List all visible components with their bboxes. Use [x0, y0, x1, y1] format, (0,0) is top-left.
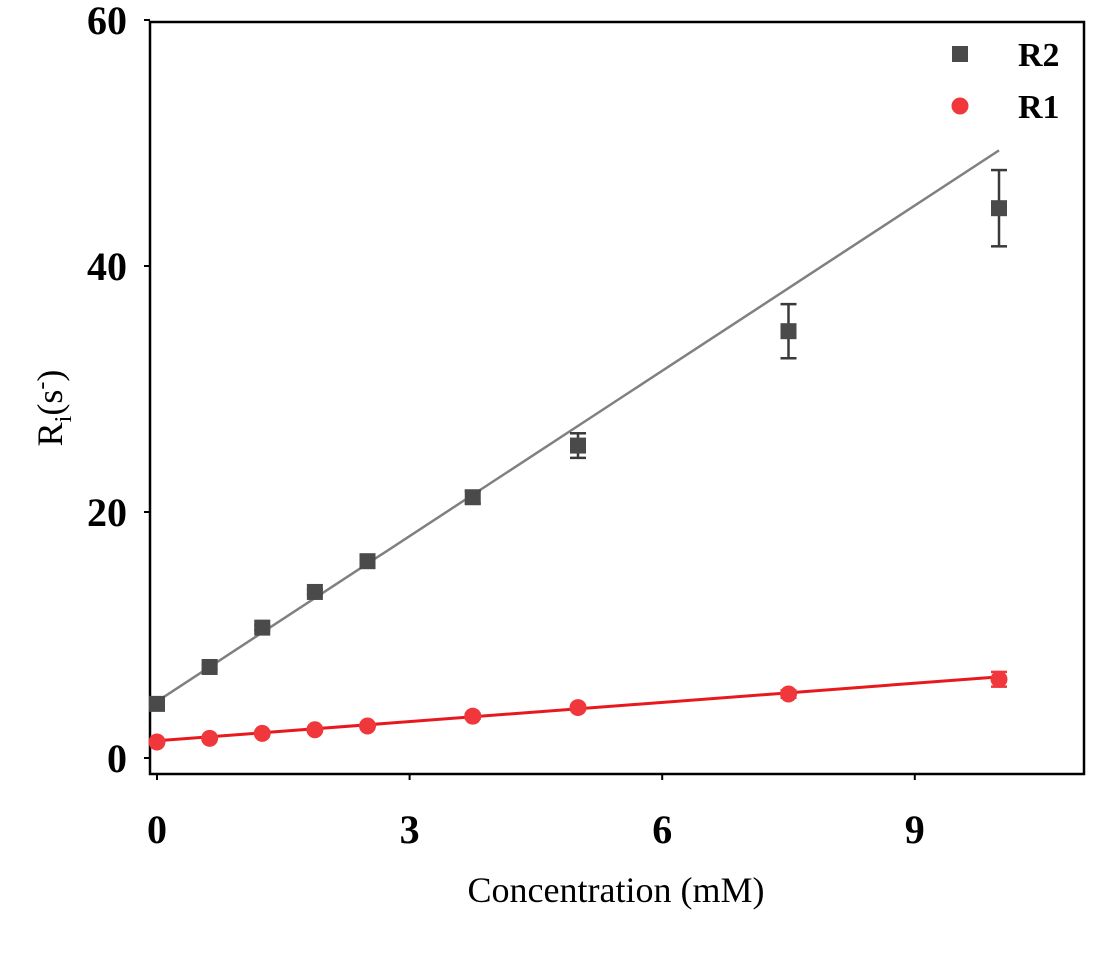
r2-point	[359, 553, 376, 570]
y-tick-label: 20	[87, 490, 127, 535]
r1-point	[253, 724, 271, 742]
x-tick-label: 6	[652, 807, 672, 852]
r2-point	[306, 583, 323, 600]
y-axis-title-main: R	[30, 422, 70, 446]
r2-point	[780, 323, 797, 340]
x-tick-label: 0	[147, 807, 167, 852]
legend-label-r2: R2	[1018, 37, 1060, 74]
r2-fit-line	[156, 149, 1000, 703]
y-axis-title: Ri(s-)	[29, 370, 77, 447]
r1-point	[306, 721, 324, 739]
r2-point	[201, 658, 218, 675]
y-axis-title-paren: (s	[30, 390, 70, 416]
r1-point	[569, 699, 587, 717]
r1-point	[201, 729, 219, 747]
r1-point	[359, 717, 376, 735]
y-tick-label: 0	[107, 736, 127, 781]
r2-point	[254, 619, 271, 636]
legend-marker-r2	[952, 46, 968, 62]
r1-point	[780, 685, 797, 703]
r1-point	[464, 707, 482, 725]
x-axis-title: Concentration (mM)	[468, 870, 765, 910]
r1-point	[990, 670, 1008, 688]
r2-point	[991, 200, 1007, 217]
legend-label-r1: R1	[1018, 89, 1060, 126]
legend-marker-r1	[951, 97, 969, 115]
y-axis-title-superscript: -	[29, 382, 55, 390]
x-tick-label: 9	[905, 807, 925, 852]
r2-point	[149, 695, 165, 712]
r1-point	[148, 733, 166, 751]
y-axis-title-subscript: i	[51, 415, 77, 422]
plot-area-frame	[148, 20, 1086, 776]
y-axis-title-close: )	[30, 370, 70, 382]
r2-point	[570, 437, 586, 454]
x-tick-label: 3	[400, 807, 420, 852]
r2-point	[464, 489, 481, 506]
y-tick-label: 40	[87, 244, 127, 289]
y-tick-label: 60	[87, 0, 127, 43]
